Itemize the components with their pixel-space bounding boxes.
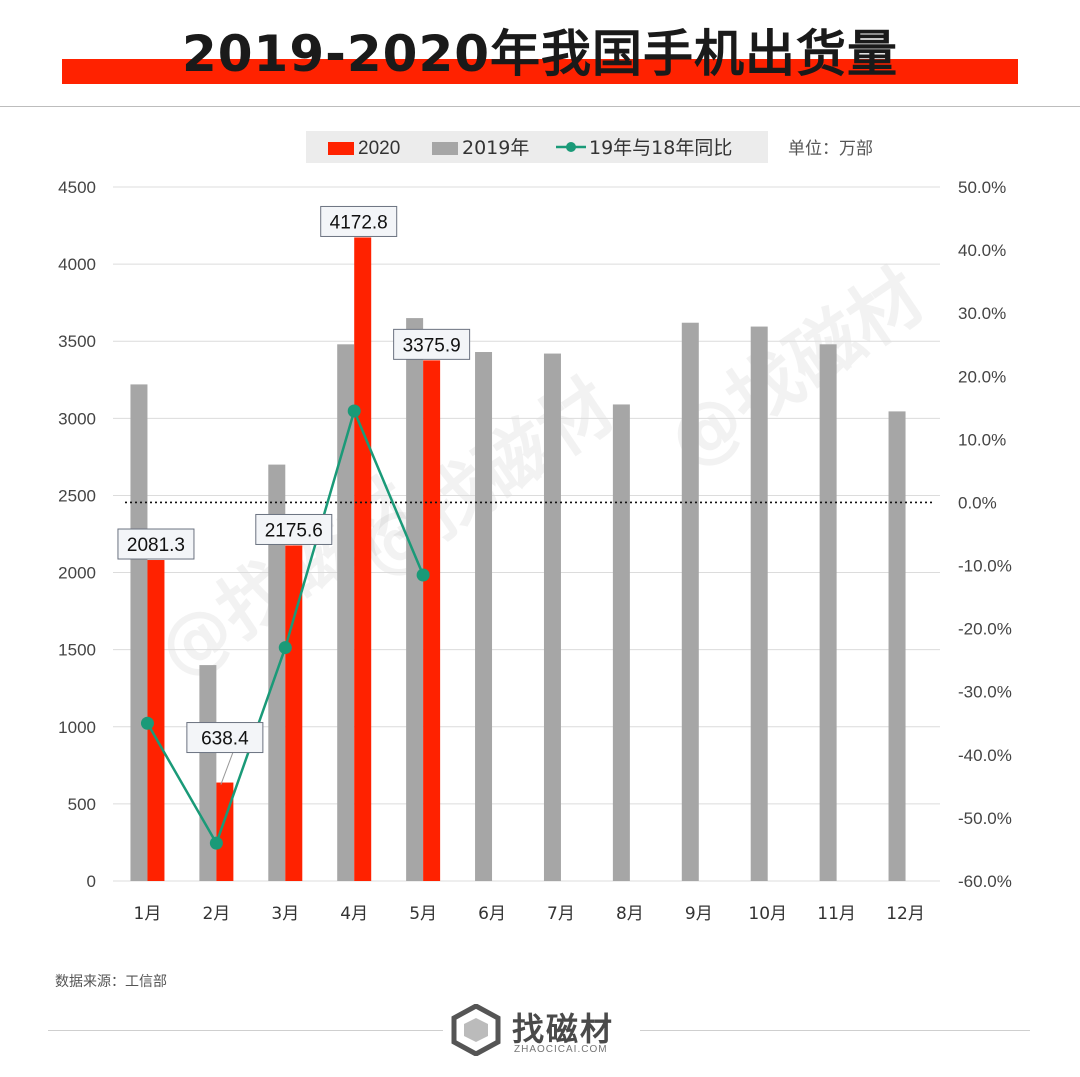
x-axis: 1月 2月 3月 4月 5月 6月 7月 8月 9月 10月 11月 12月	[134, 904, 925, 924]
x-axis-tick-label: 8月	[616, 904, 644, 924]
data-label: 4172.8	[330, 212, 388, 233]
right-axis-tick-label: 40.0%	[958, 241, 1006, 260]
yoy-point	[347, 404, 361, 418]
title-underline-bar	[62, 59, 1018, 84]
left-axis-tick-label: 1000	[58, 718, 96, 737]
right-axis-tick-label: 50.0%	[958, 178, 1006, 197]
x-axis-tick-label: 1月	[134, 904, 162, 924]
data-label-box	[186, 722, 264, 754]
right-axis-tick-label: -40.0%	[958, 746, 1012, 765]
bar-2019	[475, 352, 493, 881]
footer-rule-right	[640, 1030, 1030, 1031]
left-axis-tick-label: 3500	[58, 332, 96, 351]
grid-lines	[113, 186, 940, 882]
right-axis-tick-label: -10.0%	[958, 557, 1012, 576]
data-label: 2081.3	[127, 535, 185, 556]
chart-legend: 2020 2019年 19年与18年同比 单位：万部	[306, 131, 873, 163]
data-label-box	[393, 328, 471, 360]
header-divider	[0, 106, 1080, 107]
bar-2019	[681, 322, 699, 881]
data-label: 638.4	[201, 729, 249, 750]
bar-series	[130, 237, 906, 882]
left-axis-tick-label: 2000	[58, 564, 96, 583]
logo-icon	[451, 1004, 501, 1056]
logo-name: 找磁材	[512, 1010, 615, 1048]
yoy-line-series	[140, 404, 430, 850]
x-axis-tick-label: 5月	[409, 904, 437, 924]
bar-2019	[406, 318, 424, 882]
legend-label-2019: 2019年	[462, 137, 529, 159]
logo-url: ZHAOCICAI.COM	[514, 1044, 608, 1055]
bar-2020	[423, 360, 441, 881]
x-axis-tick-label: 3月	[271, 904, 299, 924]
x-axis-tick-label: 7月	[547, 904, 575, 924]
right-axis-tick-label: -50.0%	[958, 809, 1012, 828]
x-axis-tick-label: 12月	[886, 904, 925, 924]
legend-swatch-2020	[328, 142, 354, 155]
unit-note: 单位：万部	[788, 139, 873, 159]
bar-2019	[543, 353, 561, 881]
bar-2019	[612, 404, 630, 881]
x-axis-tick-label: 4月	[340, 904, 368, 924]
shipment-chart: @找磁材@找磁材@找磁材 2020 2019年 19年与18年同比 单位：万部 …	[58, 131, 1012, 924]
bar-2020	[354, 237, 372, 881]
bar-2019	[199, 665, 217, 881]
right-axis-tick-label: 20.0%	[958, 367, 1006, 386]
right-axis-tick-label: 0.0%	[958, 493, 997, 512]
watermark-group: @找磁材@找磁材@找磁材	[143, 253, 939, 694]
bar-2019	[750, 326, 768, 881]
source-note: 数据来源：工信部	[55, 974, 167, 990]
legend-marker-yoy	[566, 142, 576, 152]
left-axis-tick-label: 0	[87, 872, 96, 891]
legend-label-2020: 2020	[358, 138, 400, 159]
data-labels: 2081.3 638.4 2175.6 4172.8 3375.9	[117, 205, 471, 785]
left-axis-tick-label: 2500	[58, 486, 96, 505]
yoy-point	[140, 716, 154, 730]
x-axis-tick-label: 6月	[478, 904, 506, 924]
yoy-point	[209, 836, 223, 850]
x-axis-tick-label: 11月	[817, 904, 856, 924]
x-axis-tick-label: 10月	[748, 904, 787, 924]
legend-swatch-2019	[432, 142, 458, 155]
x-axis-tick-label: 2月	[202, 904, 230, 924]
bar-2020	[147, 560, 165, 881]
data-label-box	[255, 513, 333, 545]
legend-background	[306, 131, 768, 163]
right-axis: -60.0% -50.0% -40.0% -30.0% -20.0% -10.0% 0.0%…	[958, 178, 1012, 891]
left-axis-tick-label: 4500	[58, 178, 96, 197]
x-axis-tick-label: 9月	[685, 904, 713, 924]
data-label: 2175.6	[265, 520, 323, 541]
right-axis-tick-label: 30.0%	[958, 304, 1006, 323]
bar-2019	[888, 411, 906, 881]
right-axis-tick-label: -60.0%	[958, 872, 1012, 891]
yoy-point	[416, 568, 430, 582]
yoy-point	[278, 641, 292, 655]
bar-2020	[216, 782, 234, 881]
legend-label-yoy: 19年与18年同比	[589, 137, 732, 159]
bar-2019	[819, 344, 837, 882]
page-title: 2019-2020年我国手机出货量	[181, 25, 899, 83]
left-axis-tick-label: 1500	[58, 641, 96, 660]
data-label-box	[117, 528, 195, 560]
bar-2019	[130, 384, 148, 881]
right-axis-tick-label: -20.0%	[958, 620, 1012, 639]
data-label-box	[320, 205, 398, 237]
left-axis-tick-label: 500	[68, 795, 96, 814]
footer-logo: 找磁材 ZHAOCICAI.COM	[450, 1000, 630, 1060]
footer-rule-left	[48, 1030, 443, 1031]
right-axis-tick-label: -30.0%	[958, 683, 1012, 702]
bar-2019	[337, 344, 355, 882]
data-label-leader	[220, 752, 234, 785]
data-label: 3375.9	[403, 335, 461, 356]
right-axis-tick-label: 10.0%	[958, 430, 1006, 449]
left-axis-tick-label: 3000	[58, 409, 96, 428]
left-axis-tick-label: 4000	[58, 255, 96, 274]
left-axis: 0 500 1000 1500 2000 2500 3000 3500 4000 4500	[58, 178, 96, 891]
